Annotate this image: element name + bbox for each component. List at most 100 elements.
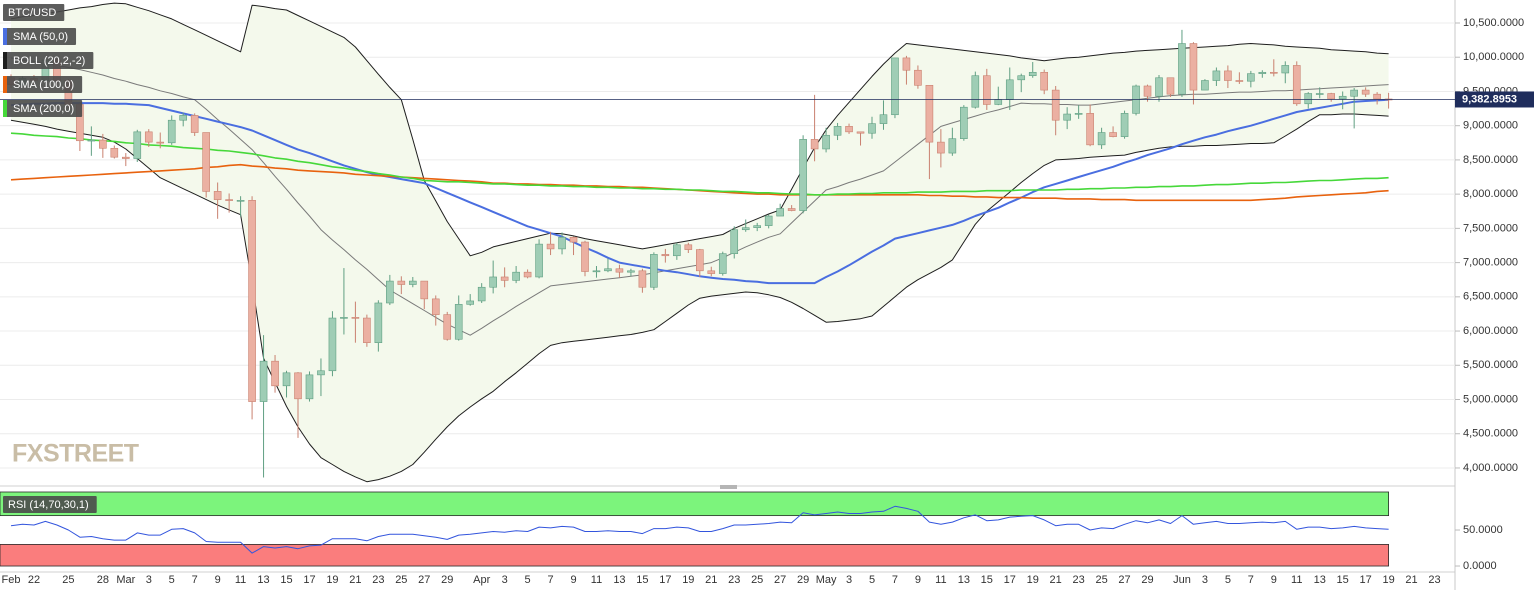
x-tick-label: 13: [1314, 574, 1326, 586]
candle-body: [787, 208, 796, 211]
candle-body: [764, 215, 773, 226]
y-tick-label: 5,000.0000: [1463, 393, 1518, 405]
candle-body: [810, 139, 819, 150]
x-tick-label: 3: [502, 574, 508, 586]
candle-body: [822, 134, 830, 150]
candle-body: [535, 243, 543, 278]
candle-body: [1247, 73, 1255, 82]
candle-body: [650, 254, 658, 288]
candle-body: [1350, 89, 1358, 97]
candle-body: [397, 280, 406, 285]
y-tick-label: 6,500.0000: [1463, 291, 1518, 303]
x-tick-label: 15: [981, 574, 993, 586]
candle-body: [351, 317, 360, 319]
candle-body: [1292, 65, 1301, 105]
x-tick-label: 22: [28, 574, 40, 586]
candle-body: [489, 276, 497, 288]
candle-body: [363, 317, 371, 343]
overbought-zone: [0, 491, 1389, 517]
x-tick-label: 21: [349, 574, 361, 586]
candle-body: [833, 126, 842, 136]
x-tick-label: 13: [257, 574, 269, 586]
x-tick-label: 23: [1428, 574, 1440, 586]
candle-body: [1178, 43, 1186, 95]
candle-body: [925, 84, 934, 143]
candle-body: [1361, 89, 1370, 95]
candle-body: [776, 208, 784, 217]
candle-body: [891, 57, 899, 116]
candle-body: [1338, 95, 1347, 100]
candle-body: [271, 360, 279, 387]
candle-body: [695, 249, 704, 272]
rsi-line: [10, 505, 1389, 554]
candle-body: [1373, 93, 1381, 100]
x-tick-label: 3: [146, 574, 152, 586]
candle-body: [1327, 93, 1335, 100]
x-tick-label: 15: [636, 574, 648, 586]
candle-body: [466, 300, 475, 305]
candle-body: [213, 191, 222, 200]
x-tick-label: 21: [1050, 574, 1062, 586]
x-tick-label: 27: [1118, 574, 1130, 586]
x-tick-label: 7: [547, 574, 553, 586]
x-tick-label: 25: [1095, 574, 1107, 586]
legend-swatch: [3, 28, 7, 45]
candle-body: [122, 156, 130, 159]
x-tick-label: 5: [169, 574, 175, 586]
x-tick-label: 3: [1202, 574, 1208, 586]
candle-body: [294, 372, 302, 400]
boll-upper: [10, 2, 1389, 257]
legend-box: [3, 100, 83, 117]
candle-body: [982, 75, 991, 105]
y-tick-label: 8,000.0000: [1463, 188, 1518, 200]
last-price-box: [1455, 91, 1534, 108]
y-tick-label: 50.0000: [1463, 524, 1503, 536]
legend-box: [3, 52, 94, 69]
legend-box: [3, 28, 77, 45]
candle-body: [730, 229, 739, 254]
x-tick-label: 11: [935, 574, 946, 586]
candle-body: [741, 227, 750, 231]
candle-body: [1270, 71, 1278, 74]
candle-body: [1155, 77, 1163, 97]
candle-body: [971, 75, 980, 108]
candle-body: [1097, 132, 1106, 146]
x-tick-label: 9: [215, 574, 221, 586]
candle-body: [868, 123, 876, 134]
x-tick-label: 9: [570, 574, 576, 586]
y-tick-label: 6,000.0000: [1463, 325, 1518, 337]
candle-body: [592, 270, 601, 273]
candle-body: [202, 132, 210, 192]
candle-body: [1017, 75, 1026, 81]
x-tick-label: 5: [869, 574, 875, 586]
y-tick-label: 0.0000: [1463, 560, 1497, 572]
x-tick-label: 19: [1382, 574, 1394, 586]
candle-body: [259, 360, 268, 402]
legend-item: SMA (50,0): [3, 28, 77, 45]
x-tick-label: 27: [774, 574, 786, 586]
candle-body: [902, 57, 911, 71]
x-tick-label: 11: [1291, 574, 1302, 586]
candle-body: [1143, 85, 1152, 97]
last-price-label: 9,382.8953: [1462, 93, 1517, 105]
x-tick-label: 17: [303, 574, 315, 586]
candle-body: [1005, 79, 1014, 100]
candle-body: [661, 254, 670, 257]
x-tick-label: 21: [705, 574, 717, 586]
boll-band-fill: [11, 3, 1389, 482]
y-tick-label: 4,500.0000: [1463, 428, 1518, 440]
x-tick-label: 23: [728, 574, 740, 586]
candle-body: [615, 268, 624, 273]
x-tick-label: 23: [372, 574, 384, 586]
candle-body: [454, 304, 463, 340]
x-tick-label: 25: [62, 574, 74, 586]
x-tick-label: Apr: [473, 574, 490, 586]
pane-handle[interactable]: [720, 485, 737, 489]
candle-body: [638, 270, 647, 288]
legend-label: SMA (100,0): [13, 79, 74, 91]
candle-body: [144, 131, 153, 143]
legend-box: [3, 76, 83, 93]
candle-body: [799, 139, 807, 211]
